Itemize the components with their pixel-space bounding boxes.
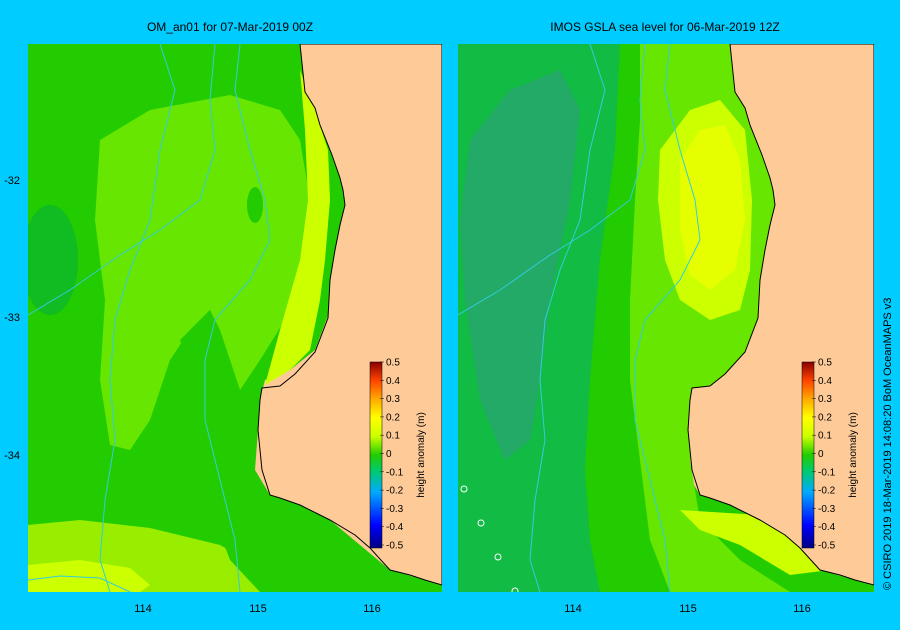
colorbar-tick-label: 0 [386,449,392,460]
left-xtick-0: 114 [134,603,152,615]
left-y-axis: -32 -33 -34 [4,175,20,462]
colorbar-tick-label: -0.5 [386,541,404,552]
right-bathymetry-lines [458,44,701,592]
left-map-title: OM_an01 for 07-Mar-2019 00Z [146,20,314,34]
colorbar-tick-label: -0.2 [818,486,836,497]
left-land-coast [257,44,442,586]
colorbar-tick-label: -0.3 [818,504,836,515]
colorbar-tick-label: 0.1 [818,431,832,442]
right-land-coast [687,44,874,586]
right-colorbar-scale [801,361,815,549]
left-colorbar-scale [369,361,383,549]
colorbar-tick-label: 0.2 [818,412,832,423]
left-xtick-2: 116 [363,603,381,615]
left-xtick-1: 115 [249,603,267,615]
left-ytick-2: -34 [4,450,20,462]
colorbar-tick-label: 0.5 [386,358,400,369]
credit-text: © CSIRO 2019 18-Mar-2019 14:08:20 BoM Oc… [882,297,894,590]
colorbar-tick-label: 0.2 [386,412,400,423]
left-ytick-1: -33 [4,312,20,324]
right-xtick-0: 114 [564,603,582,615]
right-colorbar-label: height anomaly (m) [848,412,859,498]
colorbar-tick-label: -0.1 [818,467,836,478]
colorbar-tick-label: -0.4 [818,522,836,533]
colorbar-tick-label: -0.5 [818,541,836,552]
right-track-markers [460,485,519,592]
left-field-lightgreen [95,95,310,450]
left-colorbar-label: height anomaly (m) [416,412,427,498]
left-field-inner-dark [180,310,360,592]
left-map [28,44,442,592]
left-ytick-0: -32 [4,175,20,187]
right-xtick-2: 116 [793,603,811,615]
left-colorbar-ticks: 0.5 0.4 0.3 0.2 0.1 0 -0.1 -0.2 -0.3 -0.4 -0.5 [380,358,404,552]
left-field-southwest-core [28,560,150,592]
right-colorbar: 0.5 0.4 0.3 0.2 0.1 0 -0.1 -0.2 -0.3 -0.4 -0.5 hei… [801,358,859,552]
colorbar-tick-label: 0.4 [818,376,832,387]
colorbar-tick-label: -0.1 [386,467,404,478]
colorbar-tick-label: 0.1 [386,431,400,442]
left-x-axis: 114 115 116 [134,603,381,615]
right-xtick-1: 115 [679,603,697,615]
right-map-title: IMOS GSLA sea level for 06-Mar-2019 12Z [550,20,780,34]
colorbar-tick-label: 0.3 [386,394,400,405]
colorbar-tick-label: 0.5 [818,358,832,369]
left-bathymetry-lines [28,44,271,592]
right-colorbar-ticks: 0.5 0.4 0.3 0.2 0.1 0 -0.1 -0.2 -0.3 -0.4 -0.5 [812,358,836,552]
left-field-coastal [265,70,330,385]
colorbar-tick-label: -0.4 [386,522,404,533]
colorbar-tick-label: 0.4 [386,376,400,387]
colorbar-tick-label: 0.3 [818,394,832,405]
right-field-south-coastal [680,510,830,575]
right-field-coastal-yellow [680,125,745,290]
left-colorbar: 0.5 0.4 0.3 0.2 0.1 0 -0.1 -0.2 -0.3 -0.4 -0.5 hei… [369,358,427,552]
colorbar-tick-label: -0.2 [386,486,404,497]
left-field-west-low [28,205,78,315]
right-x-axis: 114 115 116 [564,603,811,615]
colorbar-tick-label: 0 [818,449,824,460]
colorbar-tick-label: -0.3 [386,504,404,515]
right-field-west-low [460,70,580,460]
